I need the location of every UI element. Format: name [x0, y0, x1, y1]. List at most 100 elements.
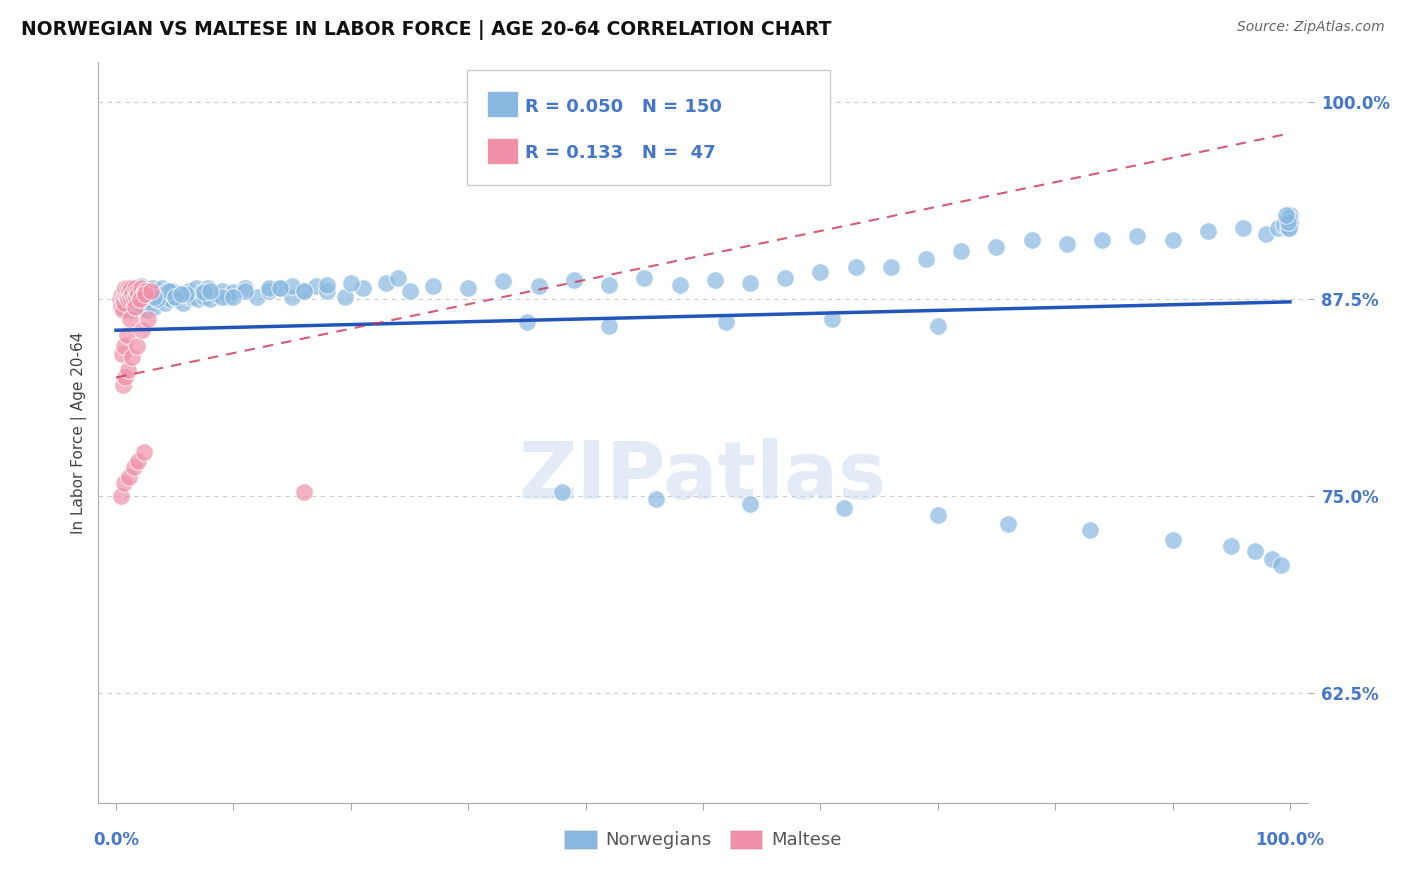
Point	[915, 252, 938, 267]
Point	[122, 281, 145, 295]
Point	[184, 281, 207, 295]
Point	[562, 273, 585, 287]
Point	[131, 323, 153, 337]
Point	[112, 378, 135, 392]
Point	[198, 284, 221, 298]
Point	[152, 292, 174, 306]
Point	[142, 300, 165, 314]
Point	[127, 284, 149, 298]
Point	[398, 284, 420, 298]
Point	[142, 290, 165, 304]
Point	[1278, 211, 1301, 226]
Point	[148, 290, 170, 304]
Point	[169, 287, 191, 301]
Point	[120, 302, 142, 317]
Point	[120, 281, 142, 295]
Point	[128, 292, 150, 306]
Point	[1197, 224, 1219, 238]
Point	[134, 284, 156, 298]
Point	[193, 290, 215, 304]
Point	[132, 287, 155, 301]
Point	[233, 281, 256, 295]
Point	[1277, 220, 1299, 235]
Point	[716, 315, 738, 329]
Point	[1161, 533, 1184, 547]
Point	[131, 290, 153, 304]
Point	[172, 296, 194, 310]
Point	[821, 312, 844, 326]
Point	[136, 312, 159, 326]
Point	[233, 284, 256, 298]
Point	[141, 284, 163, 298]
Point	[132, 292, 155, 306]
Point	[112, 292, 135, 306]
Point	[375, 276, 398, 290]
Point	[880, 260, 903, 275]
Point	[1126, 228, 1149, 243]
Point	[292, 485, 315, 500]
Point	[115, 328, 138, 343]
Point	[204, 287, 226, 301]
Point	[129, 281, 152, 295]
Point	[222, 285, 245, 300]
Point	[163, 290, 186, 304]
Point	[1161, 234, 1184, 248]
Point	[1272, 218, 1295, 232]
Point	[1267, 220, 1289, 235]
Point	[1261, 551, 1284, 566]
Point	[128, 292, 150, 306]
Point	[127, 339, 149, 353]
Point	[112, 339, 135, 353]
Point	[193, 285, 215, 300]
Point	[146, 292, 169, 306]
Point	[110, 300, 132, 314]
Point	[117, 362, 139, 376]
Point	[125, 290, 148, 304]
Point	[845, 260, 868, 275]
Text: R = 0.050   N = 150: R = 0.050 N = 150	[526, 98, 723, 116]
Point	[146, 292, 169, 306]
Point	[121, 350, 143, 364]
Point	[246, 290, 269, 304]
Point	[122, 300, 145, 314]
Legend: Norwegians, Maltese: Norwegians, Maltese	[557, 823, 849, 856]
Point	[114, 300, 136, 314]
Point	[773, 271, 796, 285]
Point	[120, 292, 142, 306]
Point	[997, 516, 1019, 531]
Point	[1232, 220, 1254, 235]
Point	[111, 292, 134, 306]
Point	[176, 287, 198, 301]
Point	[112, 476, 135, 491]
Point	[111, 287, 134, 301]
Point	[129, 279, 152, 293]
Point	[1220, 539, 1243, 553]
Point	[131, 298, 153, 312]
Point	[134, 294, 156, 309]
Point	[138, 284, 160, 298]
Point	[633, 271, 655, 285]
Point	[738, 496, 761, 510]
Point	[121, 288, 143, 302]
Point	[110, 489, 132, 503]
Point	[1278, 208, 1301, 222]
Point	[118, 469, 141, 483]
Point	[115, 290, 138, 304]
Point	[155, 284, 177, 298]
Point	[153, 287, 176, 301]
Point	[1278, 214, 1301, 228]
Point	[122, 460, 145, 475]
Point	[118, 284, 141, 298]
Point	[136, 292, 159, 306]
Point	[166, 292, 188, 306]
Point	[131, 287, 153, 301]
Point	[141, 292, 163, 306]
Point	[1277, 214, 1299, 228]
Point	[108, 292, 131, 306]
Point	[117, 292, 139, 306]
Point	[222, 290, 245, 304]
Point	[1243, 543, 1265, 558]
Point	[832, 501, 855, 516]
Point	[645, 491, 668, 506]
Point	[1270, 558, 1292, 572]
